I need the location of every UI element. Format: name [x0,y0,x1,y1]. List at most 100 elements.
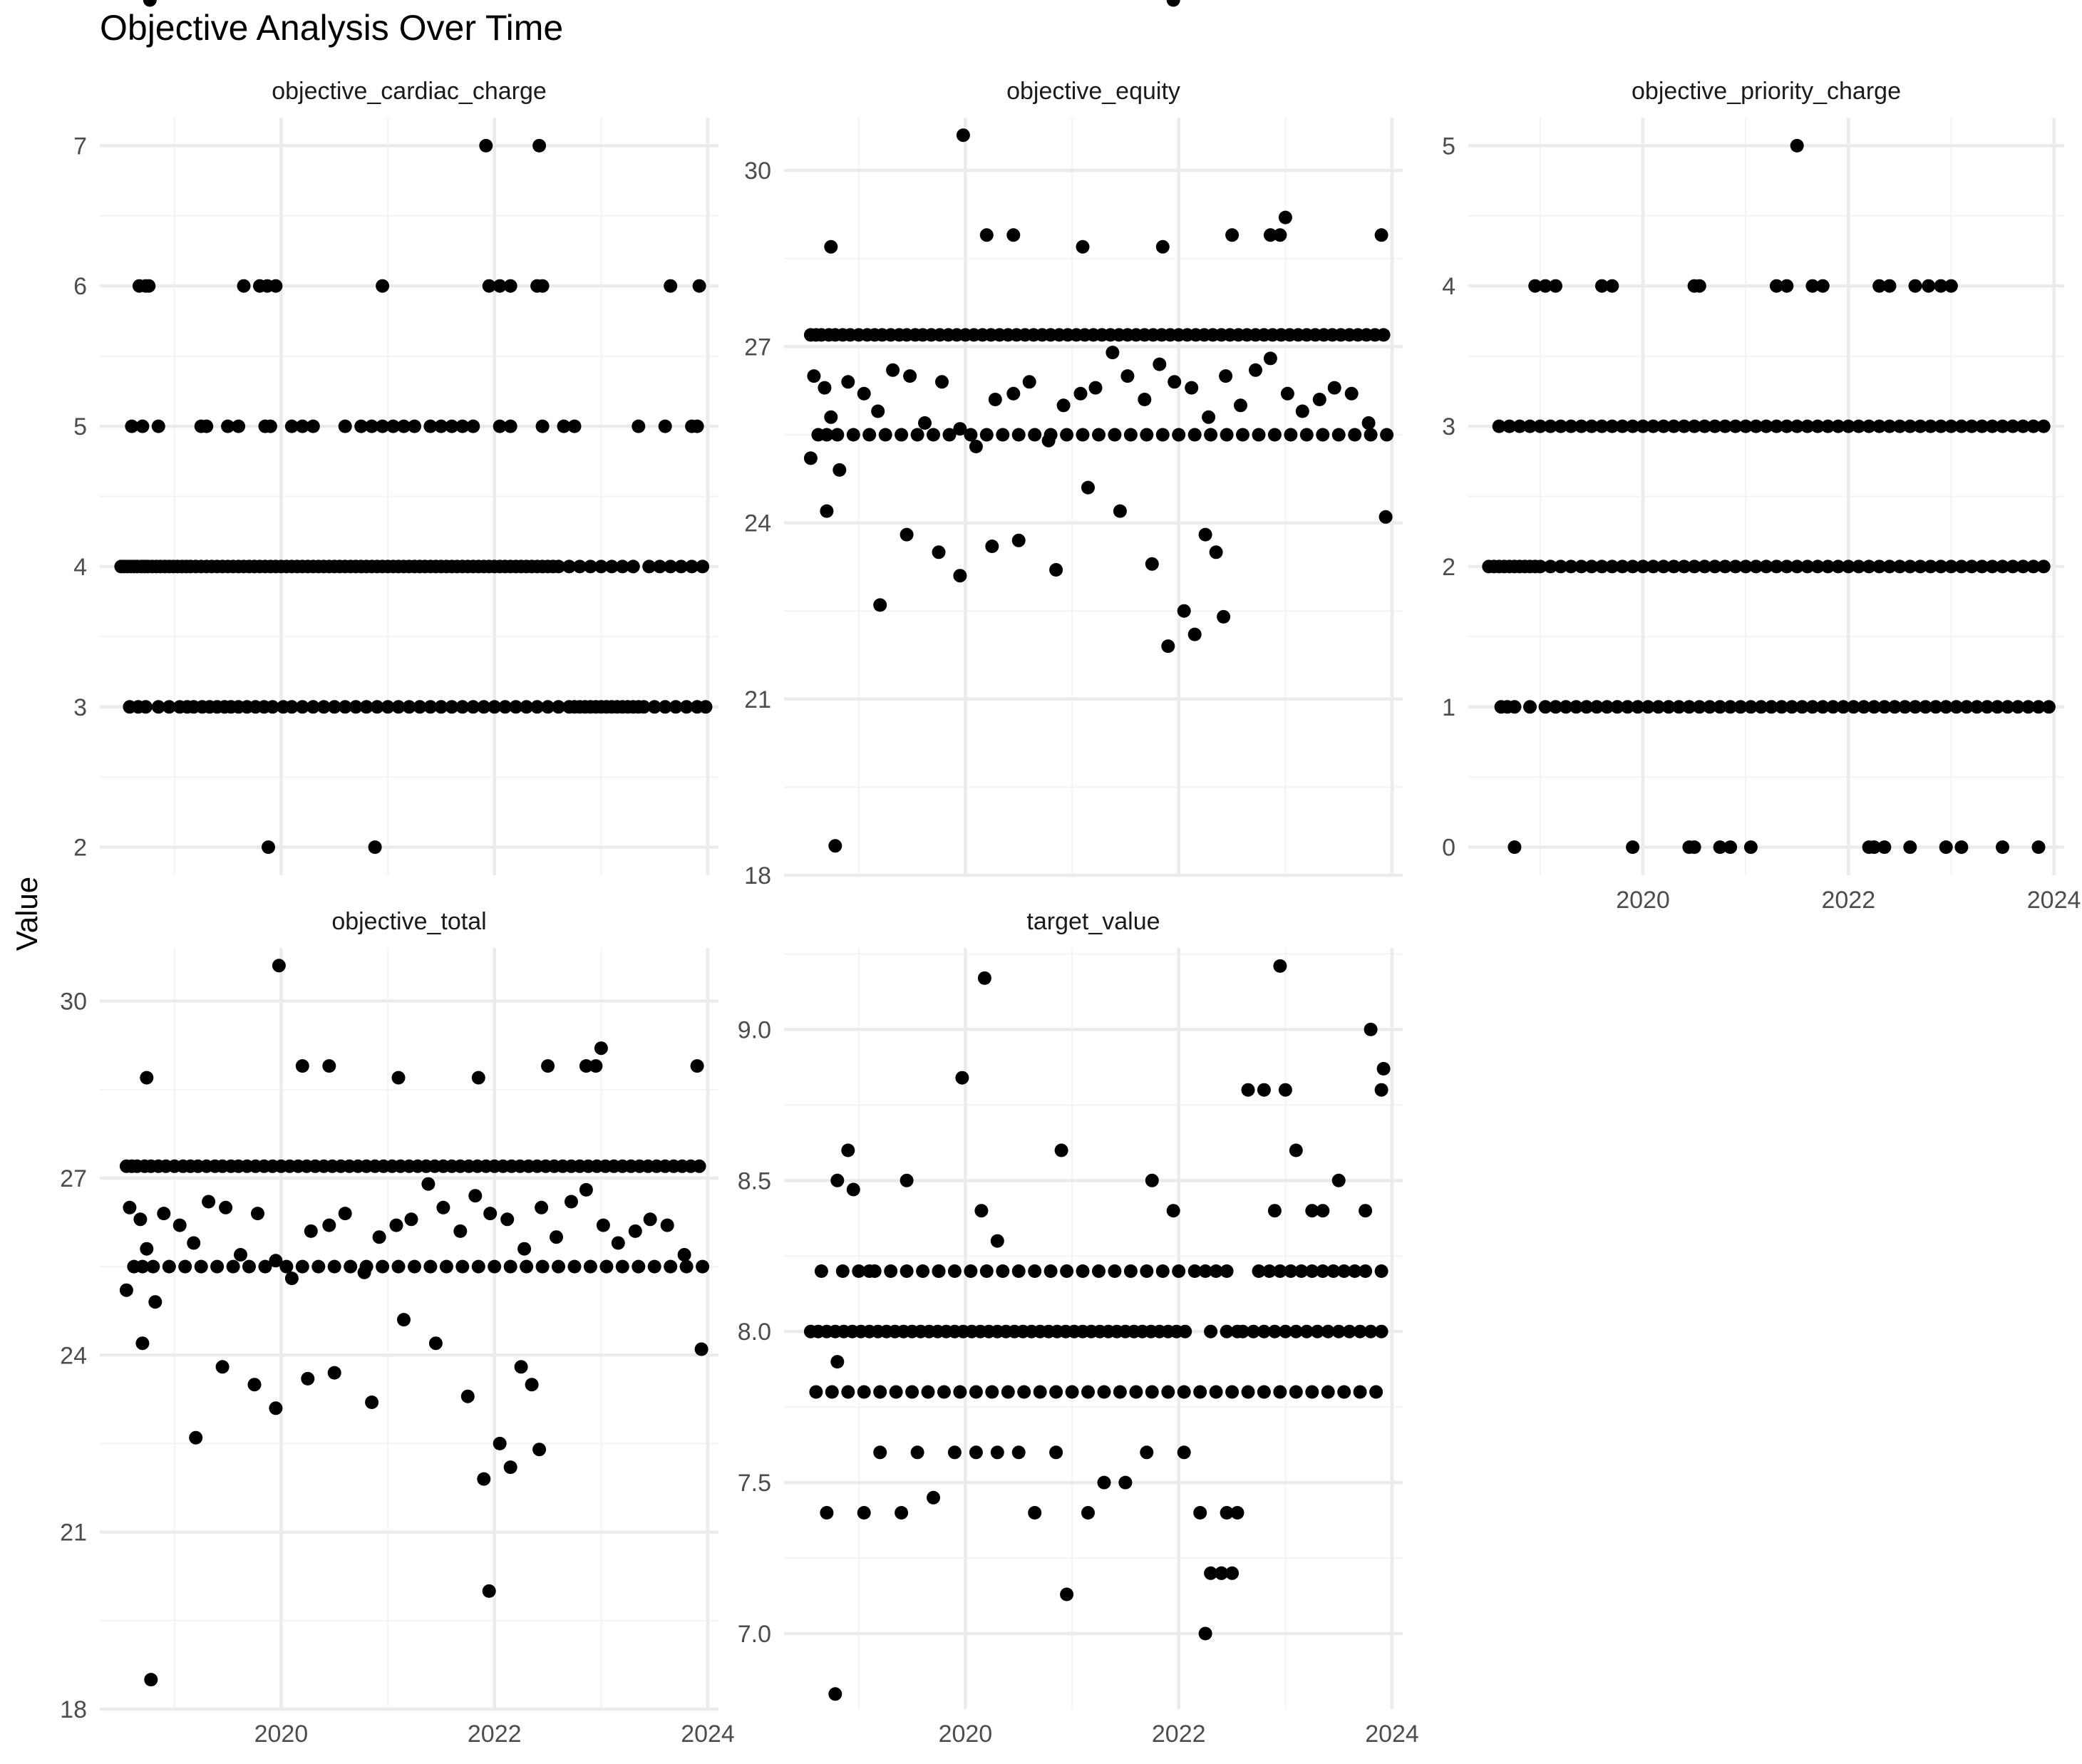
data-point [517,1242,532,1256]
data-point [871,404,885,418]
data-point [658,419,672,433]
y-tick-label: 5 [1442,133,1455,160]
data-point [1344,386,1359,401]
data-point [1996,840,2009,855]
data-point [1800,559,1815,574]
data-point [1636,559,1650,574]
data-point [1672,700,1686,714]
data-point [532,138,547,153]
data-point [1887,700,1902,714]
data-point [1295,404,1309,418]
y-tick-label: 7 [73,133,87,160]
data-point [1353,1324,1367,1339]
data-point [1225,228,1240,242]
data-point [138,700,153,714]
data-point [541,700,555,714]
data-point [306,700,320,714]
data-point [664,559,678,574]
data-point [242,1259,256,1274]
data-point [1805,700,1820,714]
data-point [2026,559,2041,574]
data-point [1209,545,1223,559]
data-point [1687,840,1701,855]
data-point [1975,559,1989,574]
data-point [830,1355,845,1369]
data-point [263,419,277,433]
data-point [327,1259,341,1274]
data-point [1723,700,1738,714]
y-tick-label: 1 [1442,694,1455,721]
data-point [1028,428,1042,442]
data-point [1017,1385,1031,1399]
data-point [157,1207,171,1221]
data-point [1219,369,1233,383]
data-point [1118,1475,1133,1490]
data-point [404,1212,418,1227]
data-point [194,1259,208,1274]
data-point [1769,419,1783,433]
data-point [125,419,139,433]
data-point [1575,419,1589,433]
data-point [1810,559,1825,574]
data-point [1852,559,1866,574]
data-point [1795,700,1809,714]
data-point [365,419,379,433]
data-point [408,1259,421,1274]
data-point [1626,419,1640,433]
data-point [514,1360,528,1374]
data-point [1294,1264,1309,1278]
figure-title: Objective Analysis Over Time [100,8,563,48]
data-point [1508,700,1522,714]
data-point [1508,840,1522,855]
data-point [2021,700,2036,714]
data-point [2036,559,2051,574]
data-point [974,1204,989,1218]
data-point [979,228,994,242]
data-point [828,1687,842,1701]
data-point [1257,1324,1271,1339]
data-point [1185,381,1199,395]
data-point [1749,559,1763,574]
data-point [1284,1264,1298,1278]
data-point [295,700,309,714]
data-point [1120,369,1135,383]
data-point [1929,700,1943,714]
data-point [818,381,832,395]
data-point [956,128,970,143]
data-point [466,419,480,433]
data-point [1666,419,1681,433]
data-point [1054,1143,1068,1157]
data-point [1230,1506,1244,1520]
data-point [1331,1173,1346,1187]
data-point [525,1378,539,1392]
data-point [1610,700,1624,714]
data-point [1651,700,1666,714]
data-point [1049,1385,1063,1399]
y-tick-label: 2 [1442,554,1455,581]
data-point [1944,419,1958,433]
data-point [1964,419,1979,433]
data-point [1305,1264,1319,1278]
data-point [1831,559,1845,574]
x-tick-label: 2020 [254,1721,309,1748]
data-point [471,1259,485,1274]
y-tick-label: 0 [1442,835,1455,862]
data-point [1538,700,1552,714]
data-point [1785,700,1799,714]
data-point [408,419,421,433]
data-point [397,1313,411,1327]
data-point [140,1242,154,1256]
data-point [1177,604,1191,618]
data-point [1140,1264,1154,1278]
data-point [436,1200,450,1214]
data-point [1924,559,1938,574]
data-points [803,959,1391,1701]
data-point [679,1259,694,1274]
data-point [1815,279,1830,293]
data-point [1538,279,1552,293]
data-point [1280,386,1294,401]
data-point [905,1385,919,1399]
data-point [304,1224,318,1238]
data-point [338,1207,352,1221]
data-point [979,428,994,442]
